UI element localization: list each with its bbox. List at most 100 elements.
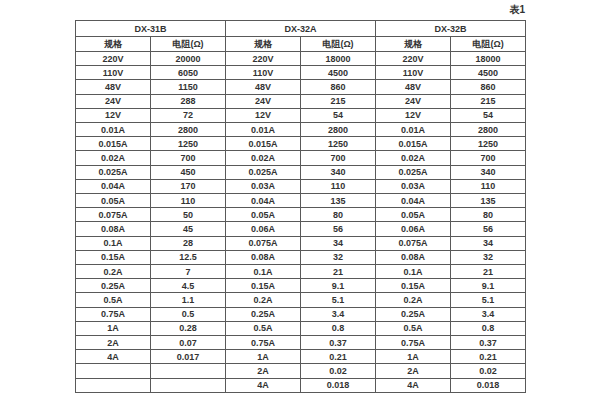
resistance-cell-dx32b: 54 — [451, 108, 526, 122]
resistance-cell-dx32b: 21 — [451, 265, 526, 279]
resistance-cell-dx32b: 32 — [451, 250, 526, 264]
table-row: 4A 0.017 1A 0.21 1A 0.21 — [76, 350, 526, 364]
spec-cell-dx32b: 0.75A — [376, 336, 451, 350]
column-header-spec-dx31b: 规格 — [76, 37, 151, 52]
spec-cell-dx32b: 0.02A — [376, 151, 451, 165]
resistance-cell-dx31b: 1250 — [151, 137, 226, 151]
spec-cell-dx32a: 0.01A — [226, 123, 301, 137]
column-header-resistance-dx32b: 电阻(Ω) — [451, 37, 526, 52]
resistance-cell-dx31b — [151, 378, 226, 392]
resistance-cell-dx32a: 34 — [301, 236, 376, 250]
table-row: 12V 72 12V 54 12V 54 — [76, 108, 526, 122]
spec-cell-dx32b: 24V — [376, 94, 451, 108]
group-header-dx31b: DX-31B — [76, 21, 226, 37]
spec-cell-dx32b: 48V — [376, 80, 451, 94]
resistance-cell-dx32b: 2800 — [451, 123, 526, 137]
spec-cell-dx32b: 0.075A — [376, 236, 451, 250]
resistance-cell-dx31b: 4.5 — [151, 279, 226, 293]
resistance-cell-dx32a: 80 — [301, 208, 376, 222]
table-row: 2A 0.07 0.75A 0.37 0.75A 0.37 — [76, 336, 526, 350]
table-row: 110V 6050 110V 4500 110V 4500 — [76, 66, 526, 80]
spec-cell-dx31b: 0.5A — [76, 293, 151, 307]
spec-cell-dx32a: 0.025A — [226, 165, 301, 179]
resistance-cell-dx31b: 50 — [151, 208, 226, 222]
spec-cell-dx31b — [76, 378, 151, 392]
table-row: 0.1A 28 0.075A 34 0.075A 34 — [76, 236, 526, 250]
spec-cell-dx32a: 0.05A — [226, 208, 301, 222]
resistance-cell-dx32b: 0.37 — [451, 336, 526, 350]
spec-cell-dx32a: 0.04A — [226, 194, 301, 208]
resistance-cell-dx31b: 7 — [151, 265, 226, 279]
spec-cell-dx32b: 0.5A — [376, 321, 451, 335]
spec-cell-dx32a: 1A — [226, 350, 301, 364]
table-row: 48V 1150 48V 860 48V 860 — [76, 80, 526, 94]
spec-cell-dx31b — [76, 364, 151, 378]
spec-cell-dx31b: 0.08A — [76, 222, 151, 236]
resistance-spec-table: DX-31B DX-32A DX-32B 规格 电阻(Ω) 规格 电阻(Ω) 规… — [75, 20, 526, 393]
resistance-cell-dx32b: 80 — [451, 208, 526, 222]
resistance-cell-dx32b: 0.02 — [451, 364, 526, 378]
spec-cell-dx31b: 0.04A — [76, 179, 151, 193]
resistance-cell-dx32a: 700 — [301, 151, 376, 165]
resistance-cell-dx32b: 860 — [451, 80, 526, 94]
resistance-cell-dx32b: 700 — [451, 151, 526, 165]
spec-cell-dx32b: 0.05A — [376, 208, 451, 222]
spec-cell-dx32a: 0.25A — [226, 307, 301, 321]
resistance-cell-dx32a: 1250 — [301, 137, 376, 151]
resistance-cell-dx32b: 110 — [451, 179, 526, 193]
resistance-cell-dx32a: 4500 — [301, 66, 376, 80]
table-row: 0.75A 0.5 0.25A 3.4 0.25A 3.4 — [76, 307, 526, 321]
spec-cell-dx32b: 0.15A — [376, 279, 451, 293]
resistance-cell-dx31b: 0.07 — [151, 336, 226, 350]
spec-cell-dx31b: 0.1A — [76, 236, 151, 250]
resistance-cell-dx32a: 215 — [301, 94, 376, 108]
spec-cell-dx32a: 0.2A — [226, 293, 301, 307]
spec-cell-dx32a: 0.75A — [226, 336, 301, 350]
spec-cell-dx31b: 220V — [76, 52, 151, 66]
table-row: 220V 20000 220V 18000 220V 18000 — [76, 52, 526, 66]
resistance-cell-dx31b: 6050 — [151, 66, 226, 80]
resistance-cell-dx32b: 0.018 — [451, 378, 526, 392]
resistance-cell-dx31b: 0.017 — [151, 350, 226, 364]
spec-cell-dx32a: 220V — [226, 52, 301, 66]
table-body: 220V 20000 220V 18000 220V 18000 110V 60… — [76, 52, 526, 393]
group-header-dx32b: DX-32B — [376, 21, 526, 37]
table-row: 0.04A 170 0.03A 110 0.03A 110 — [76, 179, 526, 193]
spec-cell-dx32b: 2A — [376, 364, 451, 378]
spec-cell-dx32b: 0.25A — [376, 307, 451, 321]
table-row: 0.25A 4.5 0.15A 9.1 0.15A 9.1 — [76, 279, 526, 293]
resistance-cell-dx32b: 56 — [451, 222, 526, 236]
spec-cell-dx32a: 0.5A — [226, 321, 301, 335]
table-row: 0.02A 700 0.02A 700 0.02A 700 — [76, 151, 526, 165]
resistance-cell-dx32a: 3.4 — [301, 307, 376, 321]
spec-cell-dx31b: 0.075A — [76, 208, 151, 222]
spec-cell-dx32b: 110V — [376, 66, 451, 80]
spec-cell-dx31b: 0.01A — [76, 123, 151, 137]
spec-cell-dx32b: 0.03A — [376, 179, 451, 193]
resistance-cell-dx32a: 0.37 — [301, 336, 376, 350]
table-header: DX-31B DX-32A DX-32B 规格 电阻(Ω) 规格 电阻(Ω) 规… — [76, 21, 526, 52]
resistance-cell-dx31b: 1150 — [151, 80, 226, 94]
resistance-cell-dx31b: 12.5 — [151, 250, 226, 264]
spec-cell-dx32b: 4A — [376, 378, 451, 392]
resistance-cell-dx32b: 5.1 — [451, 293, 526, 307]
resistance-cell-dx32a: 54 — [301, 108, 376, 122]
spec-cell-dx31b: 0.15A — [76, 250, 151, 264]
spec-cell-dx32a: 0.075A — [226, 236, 301, 250]
spec-cell-dx32b: 0.025A — [376, 165, 451, 179]
spec-cell-dx31b: 24V — [76, 94, 151, 108]
resistance-cell-dx32b: 1250 — [451, 137, 526, 151]
resistance-cell-dx32a: 2800 — [301, 123, 376, 137]
table-row: 0.075A 50 0.05A 80 0.05A 80 — [76, 208, 526, 222]
resistance-cell-dx32b: 3.4 — [451, 307, 526, 321]
spec-cell-dx32a: 0.015A — [226, 137, 301, 151]
table-row: 0.015A 1250 0.015A 1250 0.015A 1250 — [76, 137, 526, 151]
spec-cell-dx32a: 2A — [226, 364, 301, 378]
spec-cell-dx31b: 0.025A — [76, 165, 151, 179]
spec-cell-dx31b: 110V — [76, 66, 151, 80]
spec-cell-dx31b: 1A — [76, 321, 151, 335]
resistance-cell-dx32a: 21 — [301, 265, 376, 279]
resistance-cell-dx31b: 20000 — [151, 52, 226, 66]
spec-cell-dx31b: 0.75A — [76, 307, 151, 321]
column-header-resistance-dx31b: 电阻(Ω) — [151, 37, 226, 52]
